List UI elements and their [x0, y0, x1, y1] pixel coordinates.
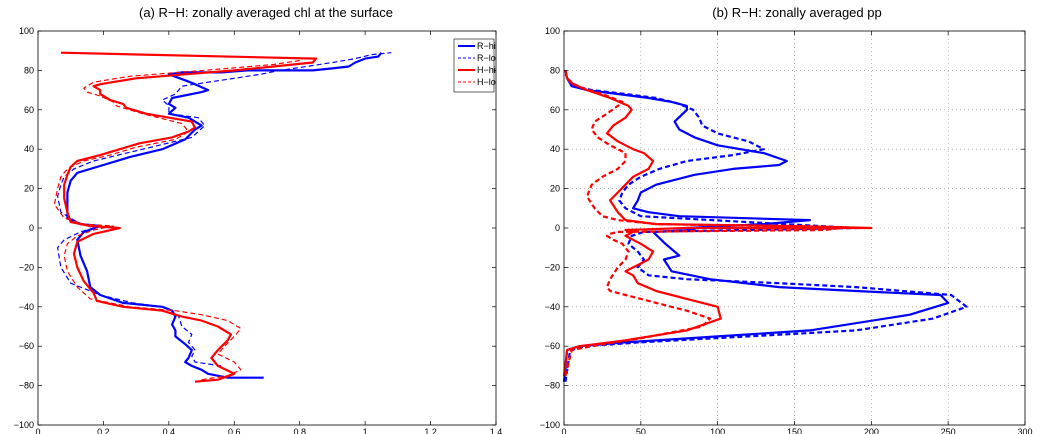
- y-tick-label: 20: [24, 184, 34, 194]
- y-tick-label: 100: [19, 26, 34, 36]
- y-tick-label: 80: [24, 65, 34, 75]
- legend-label: H−hi: [477, 65, 496, 75]
- legend-label: R−hi: [477, 41, 496, 51]
- y-tick-label: 100: [545, 26, 560, 36]
- legend: R−hi R−lo H−hi H−lo: [453, 38, 496, 93]
- legend-label: R−lo: [477, 53, 496, 63]
- x-tick-label: 0.8: [293, 427, 306, 434]
- y-tick-label: 40: [24, 144, 34, 154]
- y-tick-label: −40: [19, 302, 34, 312]
- y-tick-label: −60: [545, 341, 560, 351]
- x-tick-label: 0.4: [163, 427, 176, 434]
- series-line-h-hi: [60, 51, 318, 383]
- y-tick-label: −20: [19, 262, 34, 272]
- y-tick-label: 0: [29, 223, 34, 233]
- y-tick-label: 0: [555, 223, 560, 233]
- y-tick-label: −80: [545, 381, 560, 391]
- x-tick-label: 0: [35, 427, 40, 434]
- x-tick-label: 0: [561, 427, 566, 434]
- legend-label: H−lo: [477, 77, 496, 87]
- x-tick-label: 250: [941, 427, 956, 434]
- series-line-r-lo: [564, 77, 968, 382]
- y-tick-label: −20: [545, 262, 560, 272]
- y-tick-label: 40: [550, 144, 560, 154]
- y-tick-label: −100: [540, 420, 560, 430]
- x-tick-label: 1.2: [424, 427, 437, 434]
- x-tick-label: 150: [787, 427, 802, 434]
- y-tick-label: −100: [14, 420, 34, 430]
- x-tick-label: 300: [1017, 427, 1032, 434]
- legend-box: [453, 38, 495, 93]
- series-line-r-hi: [562, 70, 950, 382]
- x-tick-label: 1.4: [490, 427, 503, 434]
- y-tick-label: 80: [550, 65, 560, 75]
- x-tick-label: 200: [864, 427, 879, 434]
- x-tick-label: 0.6: [228, 427, 241, 434]
- y-tick-label: 60: [550, 105, 560, 115]
- series-line-h-lo: [53, 59, 300, 381]
- x-tick-label: 100: [710, 427, 725, 434]
- y-tick-label: −60: [19, 341, 34, 351]
- y-tick-label: 20: [550, 184, 560, 194]
- x-tick-label: 1: [363, 427, 368, 434]
- x-tick-label: 50: [636, 427, 646, 434]
- panel-a-title: (a) R−H: zonally averaged chl at the sur…: [139, 5, 393, 20]
- panel-a: (a) R−H: zonally averaged chl at the sur…: [14, 5, 503, 434]
- y-tick-label: −40: [545, 302, 560, 312]
- x-tick-label: 0.2: [97, 427, 110, 434]
- panel-b: (b) R−H: zonally averaged pp 0 50 100 150 20…: [540, 5, 1033, 434]
- panel-b-title: (b) R−H: zonally averaged pp: [712, 5, 881, 20]
- y-tick-label: −80: [19, 381, 34, 391]
- y-tick-label: 60: [24, 105, 34, 115]
